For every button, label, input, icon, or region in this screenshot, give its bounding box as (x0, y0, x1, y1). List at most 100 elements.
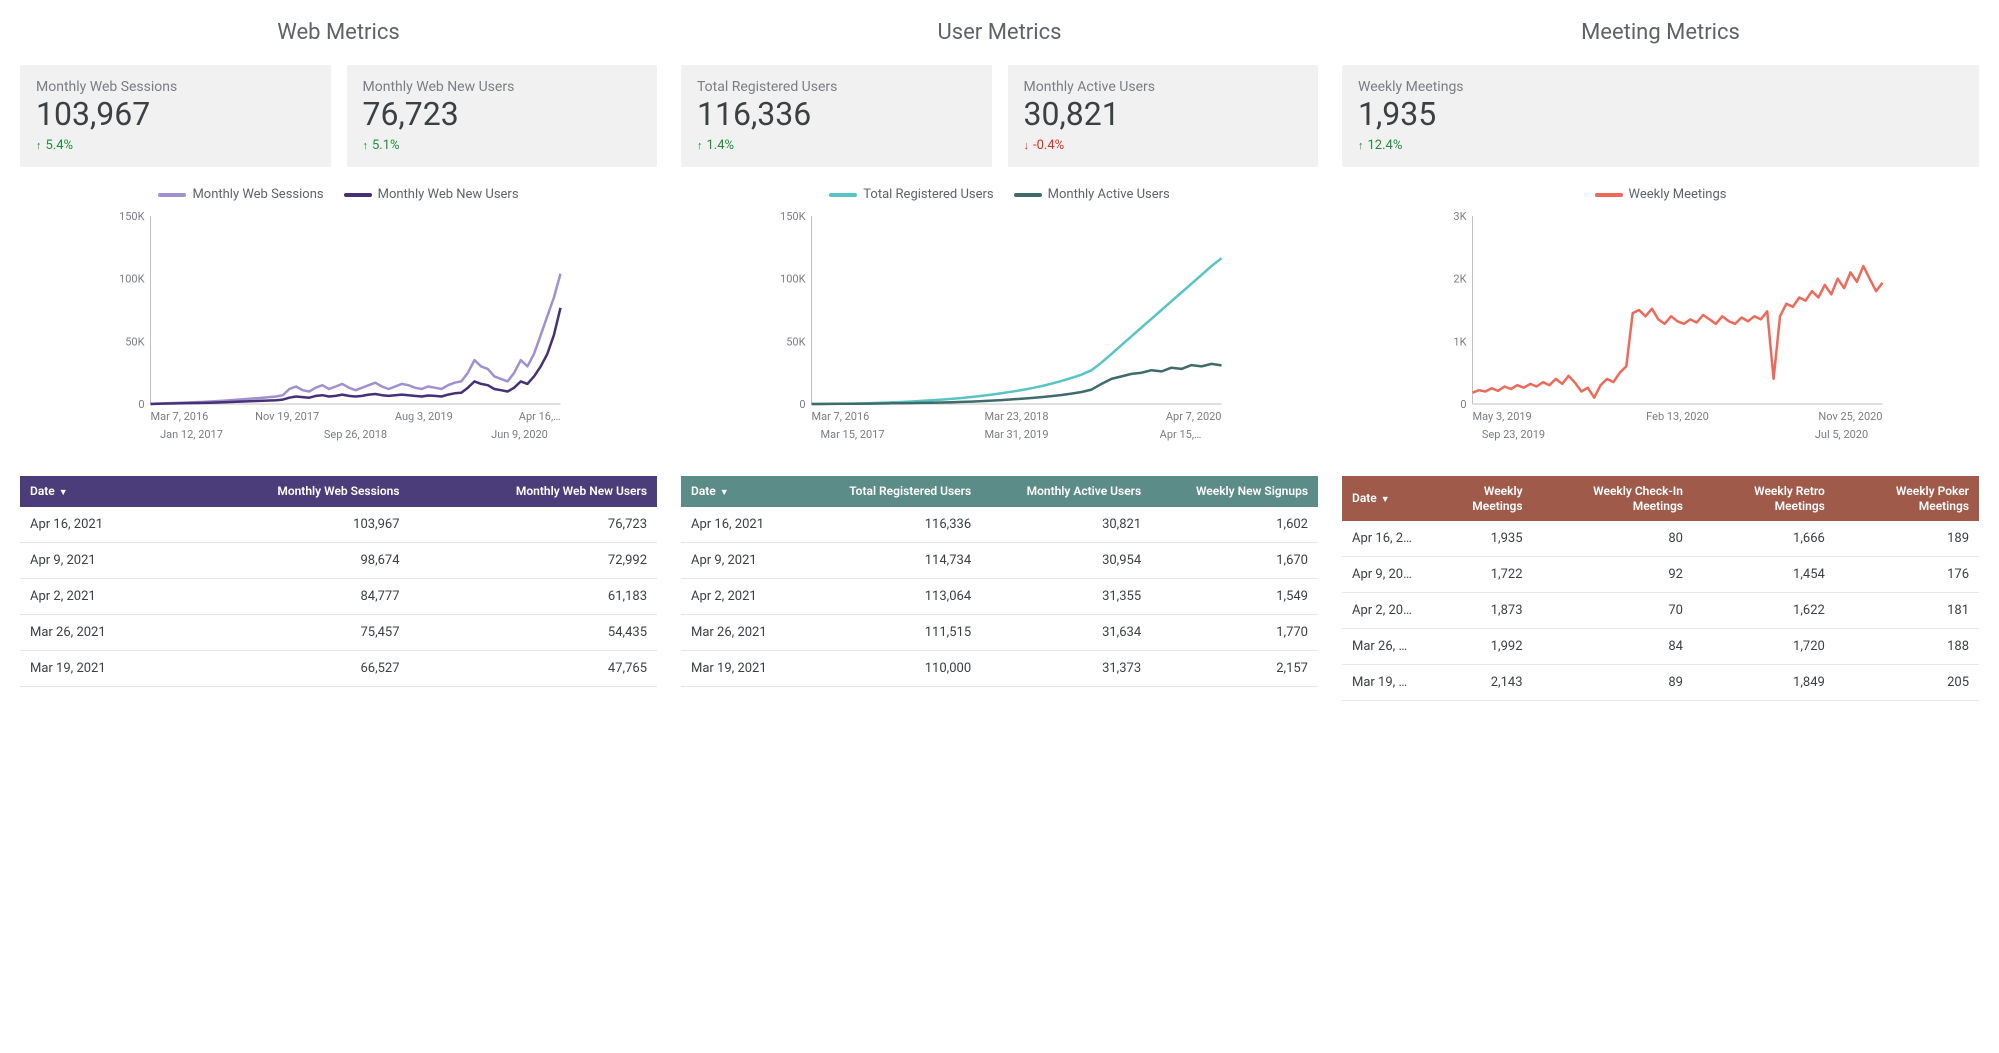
table-row[interactable]: Apr 2, 2021113,06431,3551,549 (681, 578, 1318, 614)
table-cell: Apr 2, 20… (1342, 592, 1422, 628)
table-cell: 1,849 (1693, 664, 1835, 700)
table-header-cell[interactable]: Total Registered Users (802, 476, 981, 507)
table-cell: 70 (1533, 592, 1693, 628)
table-cell: Mar 26, 2021 (20, 614, 177, 650)
table-row[interactable]: Apr 2, 20…1,873701,622181 (1342, 592, 1979, 628)
table-cell: Mar 19, … (1342, 664, 1422, 700)
kpi-delta-value: 1.4% (707, 138, 735, 153)
table-header-cell[interactable]: Weekly Poker Meetings (1835, 476, 1979, 521)
legend-item[interactable]: Monthly Web New Users (344, 187, 519, 202)
table-cell: 2,157 (1151, 650, 1318, 686)
arrow-up-icon: ↑ (1358, 139, 1364, 152)
table-row[interactable]: Apr 16, 2021116,33630,8211,602 (681, 507, 1318, 543)
table-header-label: Monthly Web Sessions (277, 484, 399, 498)
table-cell: 92 (1533, 556, 1693, 592)
x-tick-label: Apr 16,… (519, 410, 561, 423)
table-row[interactable]: Mar 19, 202166,52747,765 (20, 650, 657, 686)
table-header-cell[interactable]: Monthly Active Users (981, 476, 1151, 507)
x-tick-label: Mar 23, 2018 (984, 410, 1048, 423)
table-header-cell[interactable]: Weekly Check-In Meetings (1533, 476, 1693, 521)
table-header-cell[interactable]: Date▼ (20, 476, 177, 507)
table-cell: 1,602 (1151, 507, 1318, 543)
y-tick-label: 0 (138, 398, 144, 411)
table-cell: 76,723 (410, 507, 657, 543)
kpi-delta-value: -0.4% (1033, 138, 1064, 153)
table-row[interactable]: Mar 26, …1,992841,720188 (1342, 628, 1979, 664)
table-header-label: Date (30, 484, 55, 498)
table-row[interactable]: Mar 19, …2,143891,849205 (1342, 664, 1979, 700)
table-row[interactable]: Apr 16, 2…1,935801,666189 (1342, 521, 1979, 557)
table-cell: 30,821 (981, 507, 1151, 543)
kpi-row: Monthly Web Sessions103,967↑5.4%Monthly … (20, 65, 657, 167)
table-cell: 176 (1835, 556, 1979, 592)
table-header-cell[interactable]: Date▼ (681, 476, 802, 507)
table-row[interactable]: Apr 9, 2021114,73430,9541,670 (681, 542, 1318, 578)
dashboard-column-meeting: Meeting MetricsWeekly Meetings1,935↑12.4… (1342, 20, 1979, 701)
table-row[interactable]: Apr 9, 20…1,722921,454176 (1342, 556, 1979, 592)
legend-item[interactable]: Monthly Web Sessions (158, 187, 323, 202)
table-header-cell[interactable]: Weekly New Signups (1151, 476, 1318, 507)
table-row[interactable]: Mar 26, 2021111,51531,6341,770 (681, 614, 1318, 650)
section-title: Web Metrics (20, 20, 657, 45)
table-cell: 1,670 (1151, 542, 1318, 578)
arrow-up-icon: ↑ (697, 139, 703, 152)
table-cell: 114,734 (802, 542, 981, 578)
table-header-label: Monthly Active Users (1027, 484, 1142, 498)
kpi-delta-value: 12.4% (1368, 138, 1403, 153)
table-row[interactable]: Mar 19, 2021110,00031,3732,157 (681, 650, 1318, 686)
chart-legend: Monthly Web Sessions Monthly Web New User… (20, 187, 657, 202)
kpi-value: 30,821 (1024, 97, 1303, 132)
table-cell: Apr 16, 2021 (681, 507, 802, 543)
kpi-delta-value: 5.4% (46, 138, 74, 153)
table-header-label: Weekly Meetings (1472, 484, 1522, 512)
table-cell: 31,355 (981, 578, 1151, 614)
table-cell: 205 (1835, 664, 1979, 700)
table-header-label: Date (691, 484, 716, 498)
table-cell: 47,765 (410, 650, 657, 686)
y-tick-label: 100K (780, 273, 806, 286)
table-header-cell[interactable]: Date▼ (1342, 476, 1422, 521)
arrow-up-icon: ↑ (363, 139, 369, 152)
legend-item[interactable]: Weekly Meetings (1595, 187, 1727, 202)
legend-label: Total Registered Users (863, 187, 993, 202)
table-header-label: Weekly Retro Meetings (1754, 484, 1825, 512)
table-cell: 75,457 (177, 614, 410, 650)
kpi-card: Weekly Meetings1,935↑12.4% (1342, 65, 1979, 167)
table-cell: 80 (1533, 521, 1693, 557)
section-title: User Metrics (681, 20, 1318, 45)
table-header-cell[interactable]: Weekly Retro Meetings (1693, 476, 1835, 521)
table-header-cell[interactable]: Monthly Web Sessions (177, 476, 410, 507)
table-cell: 111,515 (802, 614, 981, 650)
kpi-label: Monthly Web New Users (363, 79, 642, 95)
data-table: Date▼ Weekly Meetings Weekly Check-In Meet… (1342, 476, 1979, 701)
y-tick-label: 1K (1453, 336, 1466, 349)
kpi-card: Total Registered Users116,336↑1.4% (681, 65, 992, 167)
table-cell: 66,527 (177, 650, 410, 686)
table-header-label: Date (1352, 491, 1377, 505)
legend-label: Weekly Meetings (1629, 187, 1727, 202)
table-header-cell[interactable]: Monthly Web New Users (410, 476, 657, 507)
x-tick-label: Nov 25, 2020 (1818, 410, 1882, 423)
table-cell: 181 (1835, 592, 1979, 628)
kpi-delta: ↑ 12.4% (1358, 138, 1963, 153)
y-tick-label: 0 (1460, 398, 1466, 411)
legend-label: Monthly Web Sessions (192, 187, 323, 202)
legend-item[interactable]: Total Registered Users (829, 187, 993, 202)
legend-item[interactable]: Monthly Active Users (1014, 187, 1170, 202)
kpi-label: Weekly Meetings (1358, 79, 1963, 95)
table-row[interactable]: Apr 9, 202198,67472,992 (20, 542, 657, 578)
x-tick-label: May 3, 2019 (1473, 410, 1532, 423)
x-tick-label: Jul 5, 2020 (1815, 428, 1868, 441)
chart-legend: Weekly Meetings (1342, 187, 1979, 202)
table-row[interactable]: Mar 26, 202175,45754,435 (20, 614, 657, 650)
table-cell: 30,954 (981, 542, 1151, 578)
legend-swatch (1014, 193, 1042, 197)
dashboard-column-web: Web Metrics Monthly Web Sessions 103,967 ↑ 5… (20, 20, 657, 701)
chart-legend: Total Registered Users Monthly Active Use… (681, 187, 1318, 202)
table-header-cell[interactable]: Weekly Meetings (1422, 476, 1533, 521)
x-tick-label: Apr 15,… (1160, 428, 1202, 441)
table-row[interactable]: Apr 16, 2021103,96776,723 (20, 507, 657, 543)
line-chart: 01K2K3KMay 3, 2019Feb 13, 2020Nov 25, 20… (1342, 210, 1979, 460)
kpi-value: 103,967 (36, 97, 315, 132)
table-row[interactable]: Apr 2, 202184,77761,183 (20, 578, 657, 614)
